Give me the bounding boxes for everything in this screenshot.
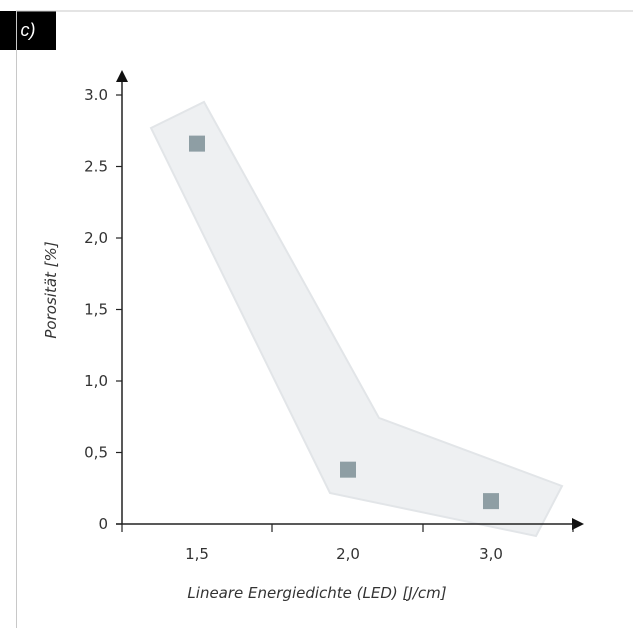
x-axis xyxy=(116,518,584,530)
y-tick-label: 0 xyxy=(98,515,108,533)
data-point-marker xyxy=(340,461,356,478)
y-axis xyxy=(116,70,128,524)
x-tick-label: 2,0 xyxy=(336,545,360,563)
x-axis-arrow xyxy=(572,518,584,530)
y-ticks: 0 0,5 1,0 1,5 2,0 2.5 3.0 xyxy=(84,86,122,533)
x-tick-label: 1,5 xyxy=(185,545,209,563)
trend-band xyxy=(149,100,564,538)
data-points xyxy=(189,135,499,510)
y-tick-label: 1,0 xyxy=(84,372,108,390)
y-tick-label: 2.5 xyxy=(84,158,108,176)
x-axis-title: Lineare Energiedichte (LED) [J/cm] xyxy=(187,584,446,602)
x-tick-label: 3,0 xyxy=(479,545,503,563)
y-tick-label: 0,5 xyxy=(84,444,108,462)
panel-label: c) xyxy=(0,11,56,50)
data-point-marker xyxy=(189,135,205,152)
y-tick-label: 2,0 xyxy=(84,229,108,247)
y-tick-label: 1,5 xyxy=(84,301,108,319)
x-ticks: 1,5 2,0 3,0 xyxy=(121,524,574,563)
y-tick-label: 3.0 xyxy=(84,86,108,104)
y-axis-arrow xyxy=(116,70,128,82)
data-point-marker xyxy=(483,493,499,510)
y-axis-title: Porosität [%] xyxy=(42,241,60,338)
